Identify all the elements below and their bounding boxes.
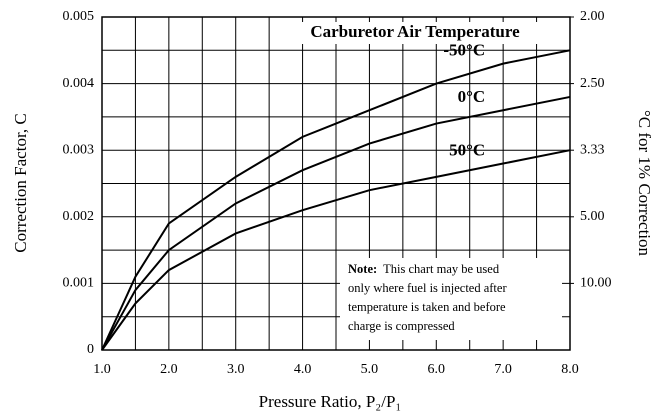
note-background <box>340 258 562 340</box>
legend-background <box>278 22 553 44</box>
x-tick-label: 4.0 <box>294 362 312 377</box>
legend-title: Carburetor Air Temperature <box>310 22 520 41</box>
y2-tick-label: 3.33 <box>580 142 605 157</box>
y-tick-label: 0.002 <box>63 209 95 224</box>
y-axis-label: Correction Factor, C <box>11 113 30 253</box>
series-label: 50°C <box>449 140 485 159</box>
y2-tick-label: 2.50 <box>580 76 605 91</box>
x-tick-label: 1.0 <box>93 362 111 377</box>
x-tick-label: 3.0 <box>227 362 245 377</box>
line <box>101 149 571 351</box>
y-tick-label: 0.003 <box>63 142 95 157</box>
note-line: charge is compressed <box>348 319 455 333</box>
series-label: -50°C <box>443 41 485 60</box>
note-line: Note: This chart may be used <box>348 262 500 276</box>
y2-tick-label: 2.00 <box>580 9 605 24</box>
x-tick-label: 7.0 <box>494 362 512 377</box>
line <box>101 49 571 351</box>
x-tick-label: 8.0 <box>561 362 579 377</box>
y2-axis-label: °C for 1% Correction <box>635 110 654 257</box>
y-tick-label: 0.001 <box>63 276 95 291</box>
line <box>101 95 571 351</box>
x-tick-label: 2.0 <box>160 362 178 377</box>
x-axis-label: Pressure Ratio, P₂/P₁ <box>259 392 402 411</box>
series-label: 0°C <box>458 87 486 106</box>
y2-tick-label: 5.00 <box>580 209 605 224</box>
note: Note: This chart may be used only where fu… <box>340 258 562 340</box>
y-tick-label: 0 <box>87 342 94 357</box>
note-label: Note: <box>348 262 377 276</box>
note-line: temperature is taken and before <box>348 300 506 314</box>
plot-frame <box>101 16 571 351</box>
y2-tick-label: 10.00 <box>580 276 612 291</box>
note-line: only where fuel is injected after <box>348 281 507 295</box>
note-text: This chart may be used <box>383 262 500 276</box>
x-tick-label: 5.0 <box>361 362 379 377</box>
y-tick-label: 0.004 <box>63 76 95 91</box>
x-tick-label: 6.0 <box>428 362 446 377</box>
y-tick-label: 0.005 <box>63 9 95 24</box>
